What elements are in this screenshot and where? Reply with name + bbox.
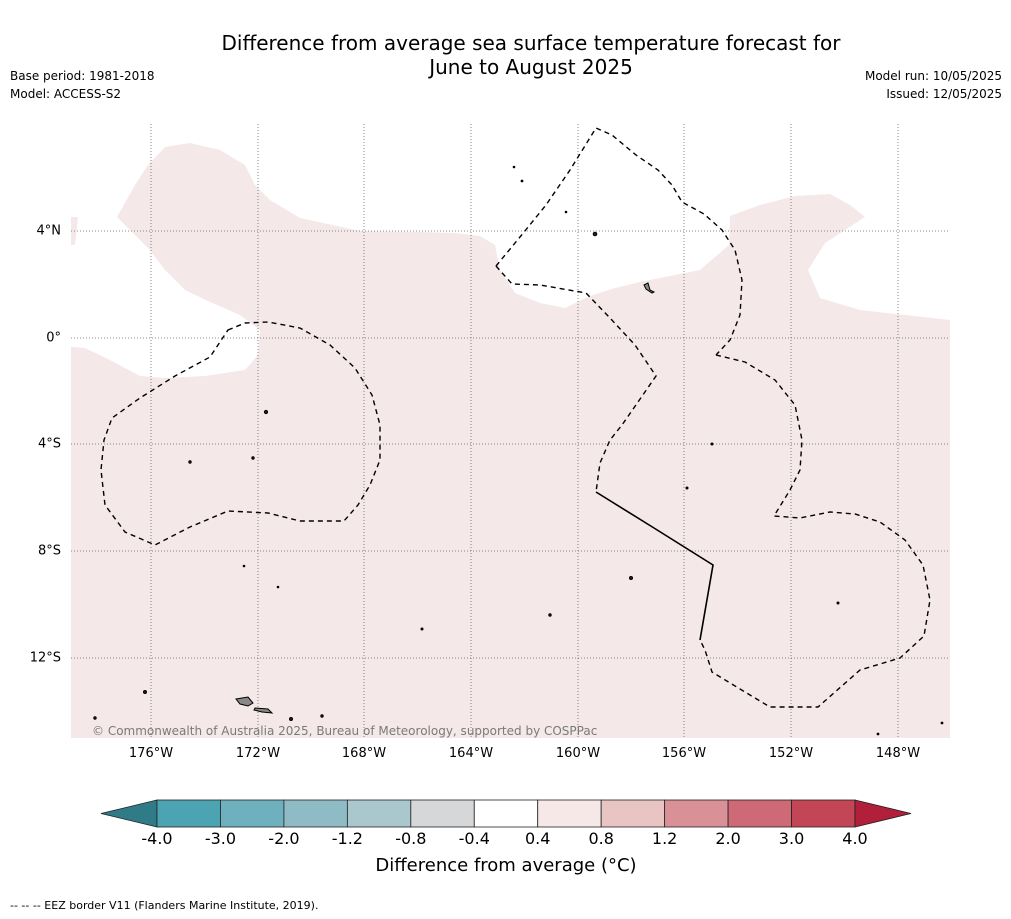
- colorbar-tick-label: 3.0: [778, 829, 805, 848]
- colorbar-segment: [283, 799, 348, 828]
- lat-label-12s: 12°S: [29, 650, 61, 666]
- meta-right: Model run: 10/05/2025 Issued: 12/05/2025: [865, 67, 1002, 103]
- graticule: [71, 124, 950, 738]
- island-u: [940, 721, 944, 725]
- anomaly-field: [71, 124, 950, 738]
- island-b: [263, 409, 269, 415]
- eez-border-cook-line: [595, 491, 714, 641]
- lon-label-168w: 168°W: [341, 746, 387, 761]
- lon-label-172w: 172°W: [235, 746, 281, 761]
- colorbar-segment: [410, 799, 475, 828]
- lat-label-8s: 8°S: [37, 543, 61, 559]
- model-name: Model: ACCESS-S2: [10, 87, 122, 101]
- islands: [93, 165, 944, 736]
- eez-border-phoenix: [100, 321, 381, 546]
- lon-label-164w: 164°W: [448, 746, 494, 761]
- colorbar-extend-low: [100, 799, 158, 828]
- colorbar-title: Difference from average (°C): [375, 855, 637, 876]
- colorbar-tick-label: 2.0: [715, 829, 741, 848]
- colorbar-tick-label: -1.2: [331, 829, 363, 848]
- island-p: [512, 165, 516, 169]
- island-a: [592, 231, 598, 237]
- island-samoa-upolu: [235, 696, 254, 707]
- colorbar-tick-label: -3.0: [204, 829, 237, 848]
- chart-title: Difference from average sea surface temp…: [0, 31, 1011, 79]
- lat-label-4s: 4°S: [37, 436, 61, 452]
- lon-label-156w: 156°W: [661, 746, 707, 761]
- island-kiritimati: [643, 282, 656, 294]
- colorbar-extend-high: [854, 799, 912, 828]
- eez-border-line-islands-central: [495, 265, 657, 493]
- issued-date: Issued: 12/05/2025: [886, 87, 1002, 101]
- colorbar-segment: [156, 799, 221, 828]
- island-s: [276, 585, 280, 589]
- colorbar-segment: [727, 799, 792, 828]
- island-l: [289, 717, 293, 721]
- island-q: [564, 210, 568, 214]
- island-samoa-savaii: [253, 707, 274, 714]
- colorbar-segment: [537, 799, 602, 828]
- colorbar: [100, 799, 912, 828]
- island-i: [548, 613, 552, 617]
- colorbar-tick-label: -0.4: [458, 829, 490, 848]
- lon-label-160w: 160°W: [555, 746, 601, 761]
- colorbar-segment: [220, 799, 285, 828]
- island-f: [143, 690, 147, 694]
- island-h: [685, 486, 689, 490]
- near-average-region-north: [71, 124, 950, 378]
- eez-border-line-islands-south: [699, 354, 931, 708]
- lon-label-148w: 148°W: [875, 746, 921, 761]
- colorbar-tick-label: -2.0: [268, 829, 300, 848]
- island-m: [320, 714, 324, 718]
- colorbar-tick-label: 1.2: [651, 829, 678, 848]
- island-r: [242, 564, 246, 568]
- eez-border-solid: [595, 491, 714, 641]
- island-n: [93, 716, 97, 720]
- island-k: [420, 627, 424, 631]
- colorbar-tick-label: 0.8: [588, 829, 614, 848]
- colorbar-tick-label: -4.0: [141, 829, 173, 848]
- island-g: [710, 442, 714, 446]
- lon-label-176w: 176°W: [128, 746, 174, 761]
- island-o: [520, 179, 524, 183]
- lat-label-0: 0°: [46, 330, 61, 346]
- colorbar-segment: [791, 799, 856, 828]
- island-j: [836, 601, 840, 605]
- lat-label-4n: 4°N: [36, 223, 62, 239]
- meta-left: Base period: 1981-2018 Model: ACCESS-S2: [10, 67, 155, 103]
- island-c: [188, 460, 192, 464]
- colorbar-segment: [664, 799, 729, 828]
- eez-borders: [100, 127, 931, 708]
- colorbar-tick-label: -0.8: [395, 829, 427, 848]
- title-line-2: June to August 2025: [429, 55, 633, 79]
- colorbar-segment: [473, 799, 539, 828]
- eez-legend-footnote: -- -- -- EEZ border V11 (Flanders Marine…: [10, 899, 319, 912]
- island-t: [876, 732, 880, 736]
- base-period: Base period: 1981-2018: [10, 69, 155, 83]
- colorbar-tick-label: 4.0: [842, 829, 868, 848]
- model-run: Model run: 10/05/2025: [864, 69, 1002, 83]
- colorbar-segment: [600, 799, 666, 828]
- title-line-1: Difference from average sea surface temp…: [221, 31, 841, 55]
- copyright-notice: © Commonwealth of Australia 2025, Bureau…: [92, 724, 598, 738]
- island-d: [251, 456, 255, 460]
- colorbar-tick-label: 0.4: [524, 829, 551, 848]
- island-e: [629, 576, 633, 580]
- colorbar-segment: [346, 799, 412, 828]
- lon-label-152w: 152°W: [768, 746, 814, 761]
